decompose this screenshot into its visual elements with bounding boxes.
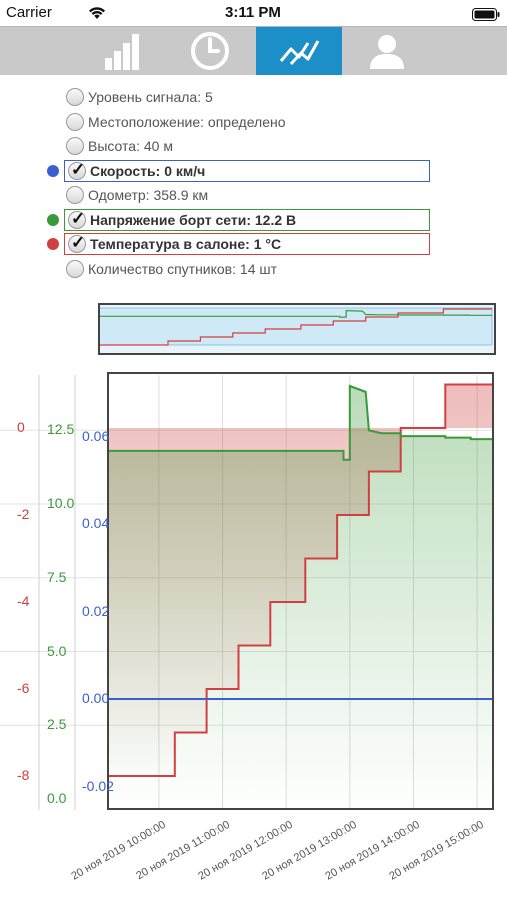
option-checkbox[interactable] <box>66 88 84 106</box>
option-row[interactable]: Количество спутников: 14 шт <box>66 258 277 280</box>
option-checkbox[interactable] <box>68 233 86 253</box>
overview-voltage-line <box>100 309 492 318</box>
option-row[interactable]: Уровень сигнала: 5 <box>66 86 213 108</box>
series-color-dot <box>47 213 59 226</box>
option-checkbox[interactable] <box>66 112 84 131</box>
voltage-tick-label: 7.5 <box>47 568 67 585</box>
option-label: Высота: 40 м <box>88 138 173 154</box>
option-label: Одометр: 358.9 км <box>88 187 209 203</box>
tab-bar <box>0 26 507 75</box>
option-row[interactable]: Скорость: 0 км/ч <box>64 159 430 182</box>
series-line-voltage <box>108 384 493 461</box>
clock-icon <box>191 32 229 70</box>
option-label: Температура в салоне: 1 °C <box>90 236 282 252</box>
series-area-fills <box>108 384 493 809</box>
option-label: Количество спутников: 14 шт <box>88 260 278 277</box>
battery-icon <box>472 8 500 21</box>
option-checkbox[interactable] <box>66 186 84 204</box>
voltage-tick-label: 10.0 <box>47 495 75 511</box>
status-bar: Carrier 3:11 PM <box>0 0 507 28</box>
wifi-icon <box>89 7 105 19</box>
overview-temperature-line <box>100 308 492 346</box>
telemetry-chart[interactable] <box>0 360 507 900</box>
temperature-tick-label: -4 <box>17 593 30 609</box>
temperature-tick-label: -2 <box>17 506 30 522</box>
option-label: Уровень сигнала: 5 <box>88 89 213 105</box>
carrier-name: Carrier <box>6 4 52 21</box>
series-color-dot <box>47 238 59 250</box>
speed-tick-label: 0.04 <box>82 515 110 531</box>
clock-time: 3:11 PM <box>225 4 281 21</box>
option-row[interactable]: Местоположение: определено <box>66 111 286 133</box>
tab-charts[interactable] <box>256 27 342 75</box>
tab-profile[interactable] <box>344 27 430 75</box>
temperature-tick-label: -8 <box>17 767 30 783</box>
option-checkbox[interactable] <box>68 209 86 229</box>
voltage-tick-label: 0.0 <box>47 790 67 806</box>
series-color-dot <box>47 164 59 177</box>
voltage-tick-label: 5.0 <box>47 642 67 659</box>
option-row[interactable]: Температура в салоне: 1 °C <box>64 233 430 255</box>
option-row[interactable]: Одометр: 358.9 км <box>66 184 208 206</box>
option-checkbox[interactable] <box>66 259 84 278</box>
chart-line-icon <box>279 40 320 66</box>
speed-tick-label: 0.00 <box>82 690 110 706</box>
chart-overview-navigator[interactable] <box>98 303 496 355</box>
tab-signal[interactable] <box>78 27 164 75</box>
option-row[interactable]: Напряжение борт сети: 12.2 В <box>64 208 430 231</box>
tab-history[interactable] <box>167 27 253 75</box>
speed-tick-label: 0.06 <box>82 427 110 444</box>
voltage-tick-label: 12.5 <box>47 421 75 438</box>
temperature-tick-label: 0 <box>17 419 25 435</box>
signal-bars-icon <box>105 34 139 70</box>
option-checkbox[interactable] <box>66 137 84 155</box>
option-label: Местоположение: определено <box>88 113 286 130</box>
voltage-tick-label: 2.5 <box>47 716 67 733</box>
option-row[interactable]: Высота: 40 м <box>66 135 173 157</box>
option-checkbox[interactable] <box>68 160 86 180</box>
user-icon <box>370 35 404 69</box>
speed-tick-label: -0.02 <box>82 777 114 794</box>
option-label: Скорость: 0 км/ч <box>90 162 206 179</box>
speed-tick-label: 0.02 <box>82 602 110 619</box>
series-area-voltage <box>108 386 493 809</box>
option-label: Напряжение борт сети: 12.2 В <box>90 211 297 228</box>
temperature-tick-label: -6 <box>17 680 30 696</box>
plot-frame <box>107 372 494 810</box>
series-lines <box>108 383 493 777</box>
